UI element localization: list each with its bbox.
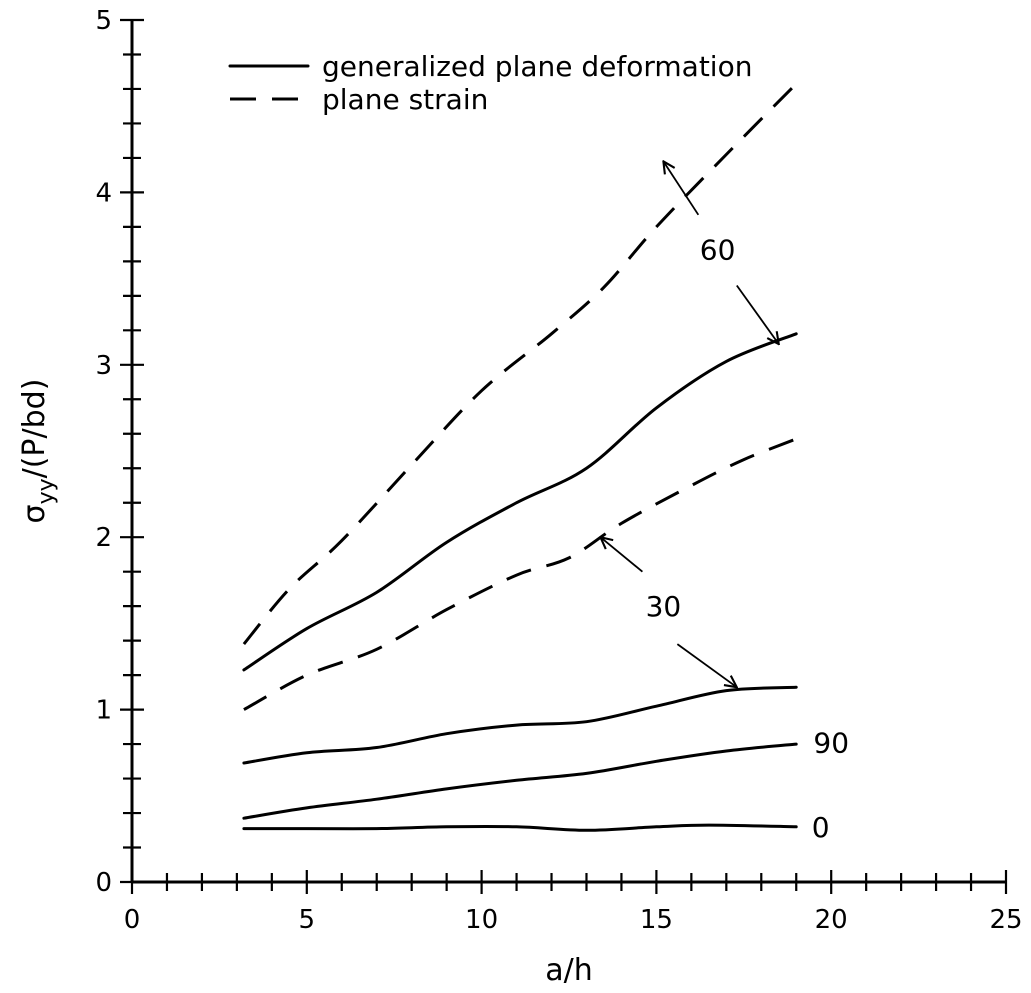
tick-labels: 0 5 10 15 20 25 0 1 2 3 4 5 xyxy=(95,6,1022,935)
legend-label-plane-strain: plane strain xyxy=(322,83,488,116)
x-tick-label: 20 xyxy=(815,905,848,935)
y-axis-title-rest: /(P/bd) xyxy=(17,379,52,479)
series-line-0-generalized xyxy=(242,823,798,832)
y-axis-title-symbol: σ xyxy=(17,504,52,523)
x-tick-label: 25 xyxy=(989,905,1022,935)
y-axis-title-subscript: yy xyxy=(34,478,59,504)
annotation-arrow-30 xyxy=(676,643,736,687)
y-tick-label: 2 xyxy=(95,523,112,553)
y-tick-label: 3 xyxy=(95,351,112,381)
x-tick-label: 0 xyxy=(124,905,141,935)
annotation-arrow-60 xyxy=(663,161,700,216)
legend: generalized plane deformation plane stra… xyxy=(228,50,752,116)
y-tick-label: 0 xyxy=(95,868,112,898)
series-layer xyxy=(242,82,798,832)
series-line-60-plane-strain xyxy=(242,82,798,646)
annotation-arrow-60 xyxy=(736,284,779,344)
annotation-label-90: 90 xyxy=(813,726,849,759)
ticks xyxy=(120,18,1008,894)
y-tick-label: 1 xyxy=(95,696,112,726)
annotation-arrow-30 xyxy=(600,537,643,573)
annotation-label-0: 0 xyxy=(812,811,830,844)
x-tick-label: 10 xyxy=(465,905,498,935)
y-tick-label: 4 xyxy=(95,178,112,208)
annotation-layer: 60 30 90 0 xyxy=(600,161,849,844)
x-tick-label: 15 xyxy=(640,905,673,935)
y-tick-label: 5 xyxy=(95,6,112,36)
series-line-30-generalized xyxy=(242,685,798,765)
annotation-label-60: 60 xyxy=(700,233,736,266)
annotation-label-30: 30 xyxy=(646,590,682,623)
y-axis-title: σyy/(P/bd) xyxy=(17,379,59,524)
x-axis-title: a/h xyxy=(545,953,593,988)
x-tick-label: 5 xyxy=(299,905,316,935)
axes xyxy=(130,20,1006,884)
series-line-90-generalized xyxy=(242,742,798,820)
legend-label-generalized: generalized plane deformation xyxy=(322,50,752,83)
series-line-60-generalized xyxy=(242,332,798,672)
series-line-30-plane-strain xyxy=(243,437,797,711)
